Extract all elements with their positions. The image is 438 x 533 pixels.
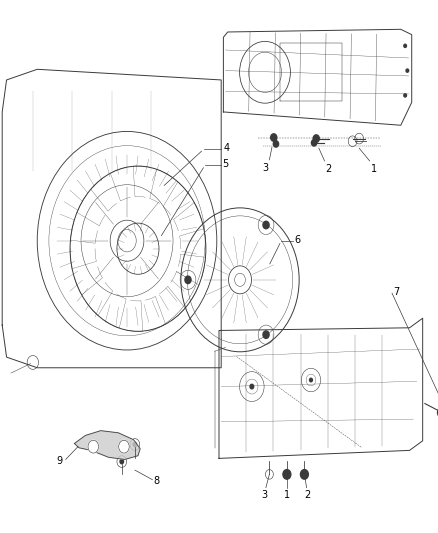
Circle shape (271, 134, 277, 141)
Circle shape (185, 276, 191, 284)
Circle shape (300, 470, 308, 479)
Text: 6: 6 (294, 235, 300, 245)
Circle shape (273, 141, 279, 147)
Circle shape (263, 331, 269, 338)
Circle shape (133, 442, 137, 447)
Circle shape (406, 69, 409, 72)
Text: 2: 2 (304, 490, 310, 500)
Text: 5: 5 (223, 159, 229, 169)
Circle shape (313, 135, 319, 142)
Text: 4: 4 (223, 143, 230, 153)
Text: 8: 8 (153, 476, 159, 486)
Circle shape (250, 384, 254, 389)
Text: 1: 1 (284, 490, 290, 500)
Circle shape (119, 440, 129, 453)
Text: 3: 3 (263, 163, 269, 173)
Circle shape (263, 221, 269, 229)
Circle shape (311, 140, 317, 146)
Circle shape (88, 440, 99, 453)
Text: 7: 7 (393, 287, 399, 297)
Text: 2: 2 (325, 164, 332, 174)
Text: 1: 1 (371, 164, 377, 174)
Polygon shape (74, 431, 140, 459)
Circle shape (404, 44, 406, 47)
Circle shape (310, 378, 312, 382)
Circle shape (404, 94, 406, 97)
Text: 9: 9 (56, 456, 62, 466)
Circle shape (120, 459, 124, 464)
Text: 3: 3 (261, 490, 267, 500)
Circle shape (283, 470, 291, 479)
